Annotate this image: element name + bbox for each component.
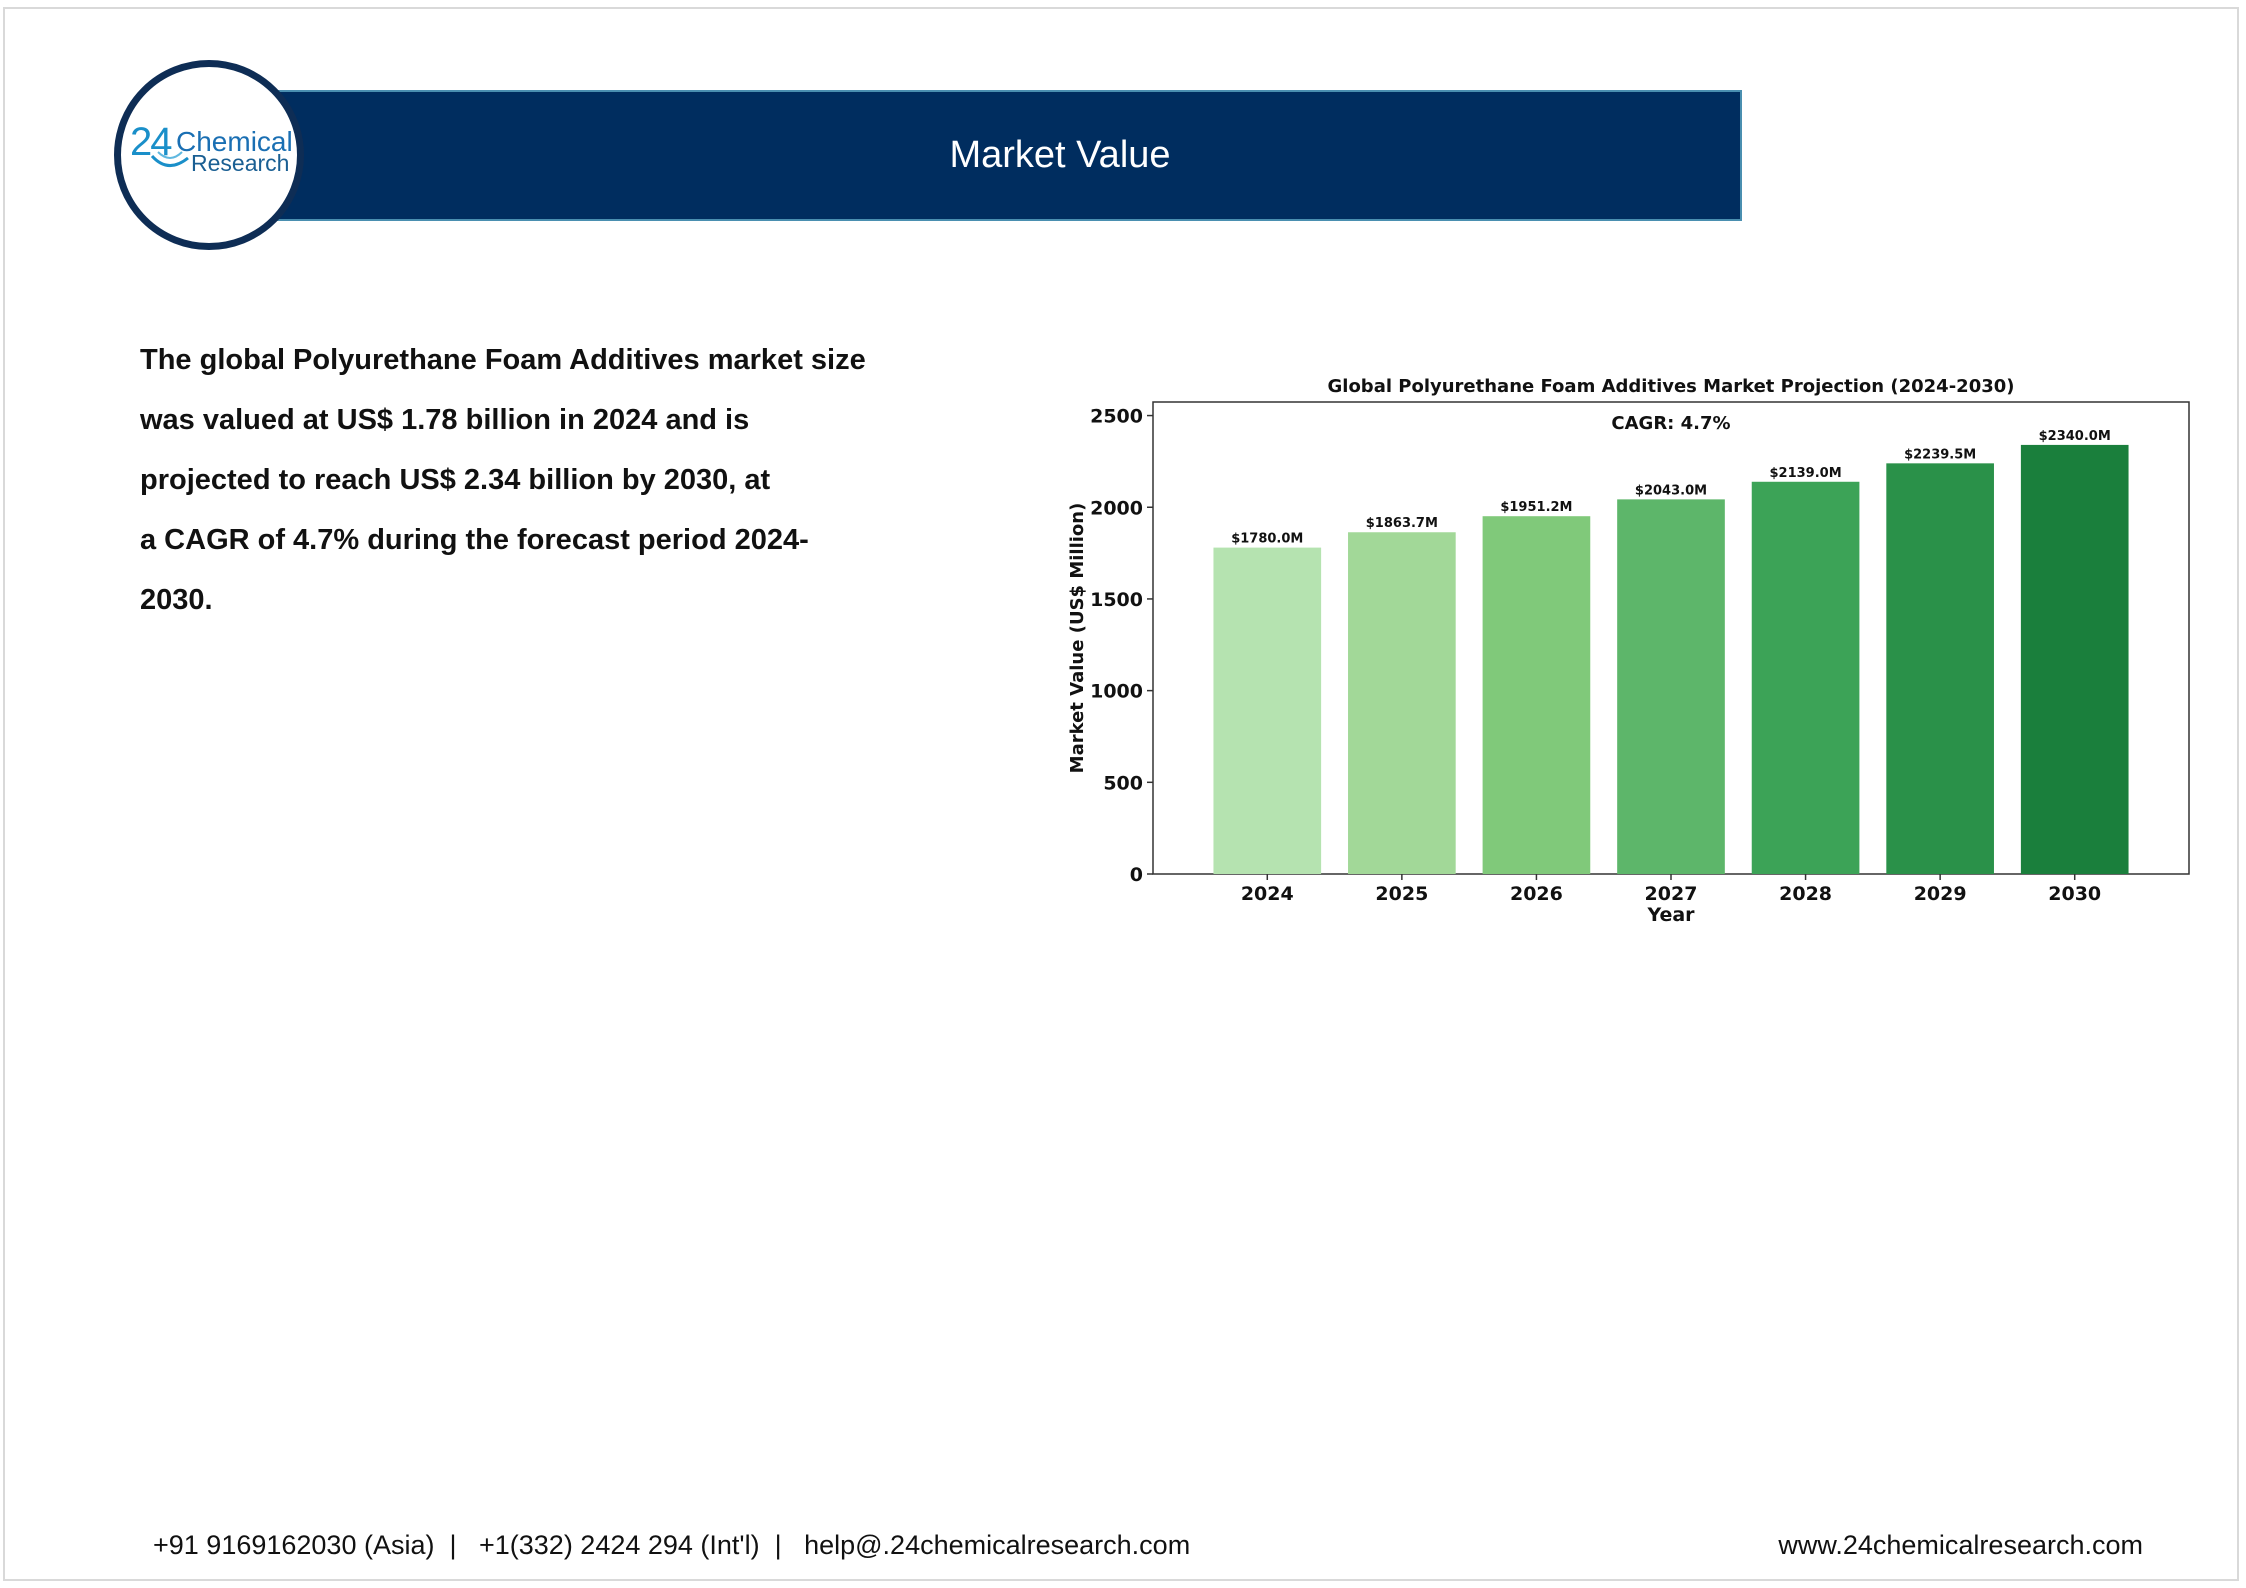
data-label-2029: $2239.5M: [1904, 447, 1976, 462]
logo-word-research: Research: [191, 150, 290, 176]
data-label-2025: $1863.7M: [1366, 516, 1438, 531]
x-tick-label: 2028: [1779, 883, 1832, 905]
y-tick-label: 1000: [1090, 681, 1143, 703]
y-tick-label: 0: [1130, 864, 1143, 886]
page-title: Market Value: [949, 134, 1171, 176]
chart-title: Global Polyurethane Foam Additives Marke…: [1328, 376, 2015, 397]
y-axis-label: Market Value (US$ Million): [1067, 503, 1088, 774]
company-logo[interactable]: [114, 60, 304, 250]
y-axis: 0 500 1000 1500 2000 2500: [1090, 406, 1153, 886]
bar-2030: [2020, 444, 2129, 874]
x-tick-label: 2027: [1645, 883, 1698, 905]
description-line: projected to reach US$ 2.34 billion by 2…: [140, 464, 771, 496]
x-axis: 2024 2025 2026 2027 2028 2029 2030: [1241, 874, 2101, 905]
description-line: was valued at US$ 1.78 billion in 2024 a…: [140, 404, 750, 436]
data-label-2024: $1780.0M: [1231, 532, 1303, 547]
market-projection-chart: Global Polyurethane Foam Additives Marke…: [1067, 376, 2190, 926]
bar-group: $1780.0M $1863.7M $1951.2M $2043.0M $2139.0M…: [1213, 429, 2129, 874]
market-description: The global Polyurethane Foam Additives m…: [140, 330, 930, 630]
y-tick-label: 2000: [1090, 497, 1143, 519]
bar-2025: [1348, 532, 1456, 874]
header-bar: [260, 90, 1742, 221]
data-label-2027: $2043.0M: [1635, 483, 1707, 498]
bar-2027: [1617, 499, 1725, 874]
bar-2029: [1886, 463, 1994, 874]
x-tick-label: 2026: [1510, 883, 1563, 905]
x-axis-label: Year: [1646, 904, 1695, 926]
y-tick-label: 500: [1103, 772, 1143, 794]
footer-website-link[interactable]: www.24chemicalresearch.com: [1778, 1530, 2143, 1560]
data-label-2030: $2340.0M: [2039, 429, 2111, 444]
bar-2024: [1213, 547, 1322, 874]
description-line: 2030.: [140, 584, 213, 616]
x-tick-label: 2025: [1375, 883, 1428, 905]
x-tick-label: 2024: [1241, 883, 1294, 905]
y-tick-label: 2500: [1090, 406, 1143, 428]
data-label-2026: $1951.2M: [1500, 500, 1572, 515]
logo-word-chemical: Chemical: [176, 126, 293, 157]
logo-swirl-icon: [150, 151, 189, 167]
cagr-annotation: CAGR: 4.7%: [1611, 413, 1730, 434]
x-tick-label: 2030: [2048, 883, 2101, 905]
data-label-2028: $2139.0M: [1769, 466, 1841, 481]
page-frame: [3, 7, 2239, 1581]
bar-2026: [1482, 516, 1591, 874]
footer-contact[interactable]: +91 9169162030 (Asia) | +1(332) 2424 294…: [153, 1530, 1191, 1560]
description-line: The global Polyurethane Foam Additives m…: [140, 344, 866, 376]
y-tick-label: 1500: [1090, 589, 1143, 611]
bar-2028: [1751, 481, 1860, 874]
description-line: a CAGR of 4.7% during the forecast perio…: [140, 524, 809, 556]
x-tick-label: 2029: [1914, 883, 1967, 905]
